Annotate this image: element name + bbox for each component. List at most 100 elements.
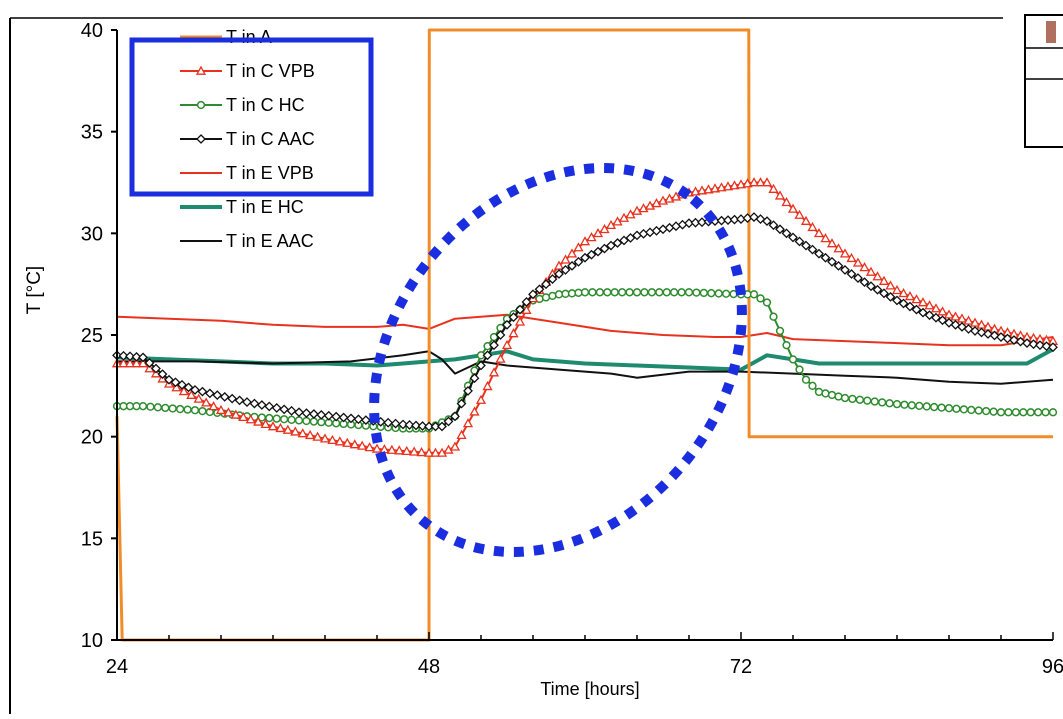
diamond-marker xyxy=(560,265,571,275)
triangle-marker xyxy=(305,429,316,440)
diamond-marker xyxy=(502,319,512,330)
triangle-marker xyxy=(449,441,461,451)
circle-marker xyxy=(814,387,824,397)
circle-marker xyxy=(699,288,709,298)
diamond-marker xyxy=(599,243,610,254)
circle-marker xyxy=(877,398,887,407)
triangle-marker xyxy=(969,317,981,327)
circle-marker xyxy=(183,405,192,414)
triangle-marker xyxy=(290,426,301,436)
circle-marker xyxy=(721,289,731,298)
legend-entry: T in A xyxy=(180,27,272,47)
triangle-marker xyxy=(334,436,345,446)
series-line xyxy=(117,350,1054,385)
circle-marker xyxy=(827,390,837,400)
circle-marker xyxy=(937,403,946,412)
diamond-marker xyxy=(495,330,506,340)
diamond-marker xyxy=(360,415,371,426)
diamond-marker xyxy=(294,407,304,418)
circle-marker xyxy=(929,402,939,412)
circle-marker xyxy=(782,341,791,350)
diamond-marker xyxy=(846,269,857,279)
circle-marker xyxy=(1026,408,1035,417)
diamond-marker xyxy=(645,227,655,238)
diamond-marker xyxy=(144,358,155,368)
diamond-marker xyxy=(346,413,356,424)
diamond-marker xyxy=(1002,333,1013,344)
diamond-marker xyxy=(1015,336,1026,347)
diamond-marker xyxy=(1035,340,1045,351)
diamond-marker xyxy=(677,219,688,230)
y-tick-label: 25 xyxy=(81,325,103,347)
triangle-marker xyxy=(475,394,487,404)
series-t-in-e-hc xyxy=(116,347,1054,372)
legend-entry: T in E HC xyxy=(180,197,304,217)
diamond-marker xyxy=(554,269,564,279)
triangle-marker xyxy=(930,303,942,313)
series-t-in-e-aac xyxy=(117,350,1054,385)
triangle-marker xyxy=(859,262,870,272)
circle-marker xyxy=(190,406,200,415)
triangle-marker xyxy=(124,358,136,368)
triangle-marker xyxy=(852,257,864,267)
series-t-in-e-vpb xyxy=(116,313,1054,347)
circle-marker xyxy=(541,293,551,302)
diamond-marker xyxy=(443,416,454,427)
circle-marker xyxy=(153,403,163,412)
diamond-marker xyxy=(658,224,668,235)
circle-marker xyxy=(567,289,577,298)
legend-label: T in C HC xyxy=(226,95,305,115)
diamond-marker xyxy=(131,351,142,362)
diamond-marker xyxy=(833,260,844,271)
diamond-marker xyxy=(456,398,467,409)
circle-marker xyxy=(788,355,798,364)
diamond-marker xyxy=(541,279,551,290)
diamond-marker xyxy=(619,235,629,246)
diamond-marker xyxy=(651,225,662,236)
diamond-marker xyxy=(879,288,889,299)
diamond-marker xyxy=(1009,335,1019,346)
diamond-marker xyxy=(664,222,675,233)
triangle-marker xyxy=(566,248,578,258)
triangle-marker xyxy=(729,180,740,190)
circle-marker xyxy=(892,399,902,409)
circle-marker xyxy=(483,342,492,351)
circle-marker xyxy=(669,288,679,297)
diamond-marker xyxy=(788,232,798,243)
triangle-marker xyxy=(800,215,812,225)
diamond-marker xyxy=(885,291,896,302)
diamond-marker xyxy=(827,256,837,267)
circle-marker xyxy=(677,288,686,297)
diamond-marker xyxy=(212,390,223,401)
circle-marker xyxy=(655,288,664,297)
circle-marker xyxy=(974,406,983,415)
diamond-marker xyxy=(417,421,428,431)
triangle-marker xyxy=(482,381,493,391)
legend-label: T in E HC xyxy=(226,197,304,217)
triangle-marker xyxy=(911,294,922,304)
triangle-marker xyxy=(781,196,792,207)
diamond-marker xyxy=(521,297,532,307)
circle-marker xyxy=(944,404,954,413)
circle-marker xyxy=(272,414,281,423)
diamond-marker xyxy=(1022,338,1032,349)
circle-marker xyxy=(795,365,804,374)
triangle-marker xyxy=(703,184,714,194)
diamond-marker xyxy=(996,332,1006,342)
triangle-marker xyxy=(230,409,241,419)
triangle-marker xyxy=(282,424,293,434)
circle-marker xyxy=(175,404,185,414)
diamond-marker xyxy=(807,244,818,255)
circle-marker xyxy=(863,396,872,405)
diamond-marker xyxy=(353,414,364,425)
triangle-marker xyxy=(807,221,818,232)
diamond-marker xyxy=(476,360,486,371)
legend-label: T in E VPB xyxy=(226,163,314,183)
triangle-marker xyxy=(716,182,727,192)
diamond-marker xyxy=(508,312,519,323)
circle-marker xyxy=(1033,408,1043,417)
circle-marker xyxy=(915,401,924,411)
triangle-marker xyxy=(436,447,448,457)
triangle-marker xyxy=(201,397,212,407)
triangle-marker xyxy=(223,407,234,417)
